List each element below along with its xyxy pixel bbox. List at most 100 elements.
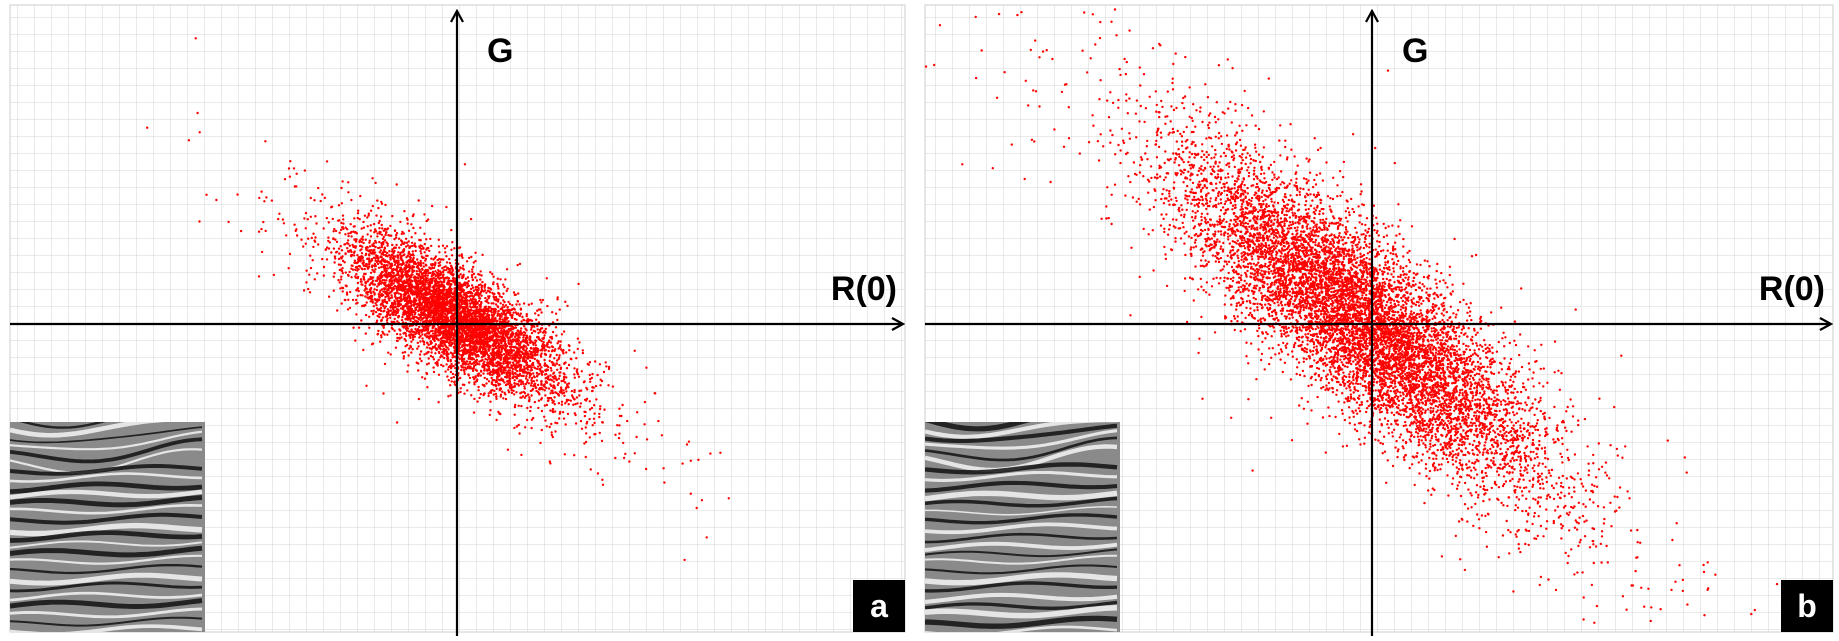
- scatter-point: [380, 266, 382, 268]
- scatter-point: [370, 235, 372, 237]
- scatter-point: [572, 396, 574, 398]
- scatter-point: [453, 304, 455, 306]
- scatter-point: [607, 384, 609, 386]
- scatter-point: [364, 215, 366, 217]
- scatter-point: [516, 425, 518, 427]
- scatter-point: [618, 432, 620, 434]
- scatter-point: [474, 252, 476, 254]
- scatter-point: [383, 307, 385, 309]
- scatter-point: [379, 341, 381, 343]
- scatter-point: [501, 318, 503, 320]
- scatter-point: [598, 413, 600, 415]
- scatter-point: [393, 311, 395, 313]
- scatter-point: [473, 318, 475, 320]
- scatter-point: [439, 264, 441, 266]
- scatter-point: [567, 413, 569, 415]
- scatter-point: [562, 380, 564, 382]
- scatter-point: [480, 370, 482, 372]
- scatter-point: [536, 379, 538, 381]
- scatter-point: [643, 423, 645, 425]
- scatter-point: [447, 357, 449, 359]
- scatter-point: [419, 250, 421, 252]
- scatter-point: [412, 311, 414, 313]
- scatter-point: [416, 270, 418, 272]
- scatter-point: [349, 307, 351, 309]
- scatter-point: [418, 199, 420, 201]
- scatter-point: [384, 284, 386, 286]
- scatter-point: [334, 257, 336, 259]
- scatter-point: [364, 295, 366, 297]
- scatter-point: [513, 382, 515, 384]
- scatter-point: [387, 227, 389, 229]
- scatter-point: [346, 247, 348, 249]
- scatter-point: [507, 339, 509, 341]
- scatter-point: [550, 341, 552, 343]
- scatter-point: [445, 307, 447, 309]
- scatter-point: [422, 294, 424, 296]
- scatter-point: [531, 377, 533, 379]
- scatter-point: [572, 404, 574, 406]
- scatter-point: [412, 270, 414, 272]
- scatter-point: [546, 342, 548, 344]
- scatter-point: [533, 375, 535, 377]
- scatter-point: [605, 361, 607, 363]
- scatter-point: [481, 288, 483, 290]
- scatter-point: [371, 281, 373, 283]
- scatter-point: [466, 260, 468, 262]
- scatter-point: [549, 460, 551, 462]
- scatter-point: [520, 308, 522, 310]
- scatter-point: [529, 360, 531, 362]
- scatter-point: [355, 238, 357, 240]
- scatter-point: [558, 364, 560, 366]
- scatter-point: [485, 292, 487, 294]
- scatter-point: [405, 292, 407, 294]
- scatter-point: [603, 409, 605, 411]
- scatter-point: [375, 214, 377, 216]
- scatter-point: [368, 214, 370, 216]
- scatter-point: [391, 289, 393, 291]
- scatter-point: [293, 224, 295, 226]
- scatter-point: [448, 287, 450, 289]
- scatter-point: [412, 338, 414, 340]
- scatter-point: [589, 381, 591, 383]
- scatter-point: [530, 351, 532, 353]
- scatter-point: [421, 269, 423, 271]
- scatter-point: [367, 246, 369, 248]
- scatter-point: [525, 350, 527, 352]
- scatter-point: [390, 305, 392, 307]
- scatter-point: [373, 264, 375, 266]
- scatter-point: [416, 258, 418, 260]
- scatter-point: [663, 481, 665, 483]
- scatter-point: [386, 317, 388, 319]
- scatter-point: [459, 377, 461, 379]
- scatter-point: [346, 293, 348, 295]
- scatter-point: [379, 220, 381, 222]
- scatter-point: [417, 342, 419, 344]
- scatter-point: [360, 319, 362, 321]
- scatter-point: [517, 264, 519, 266]
- scatter-point: [370, 272, 372, 274]
- scatter-point: [264, 140, 266, 142]
- scatter-point: [541, 429, 543, 431]
- scatter-point: [549, 392, 551, 394]
- scatter-point: [696, 507, 698, 509]
- scatter-point: [346, 242, 348, 244]
- scatter-point: [516, 383, 518, 385]
- scatter-point: [483, 393, 485, 395]
- scatter-point: [454, 294, 456, 296]
- scatter-point: [424, 378, 426, 380]
- scatter-point: [499, 314, 501, 316]
- scatter-point: [555, 334, 557, 336]
- scatter-point: [460, 369, 462, 371]
- scatter-point: [523, 325, 525, 327]
- scatter-point: [451, 380, 453, 382]
- scatter-point: [568, 349, 570, 351]
- scatter-point: [351, 254, 353, 256]
- scatter-point: [430, 293, 432, 295]
- scatter-point: [365, 314, 367, 316]
- scatter-point: [394, 229, 396, 231]
- scatter-point: [571, 390, 573, 392]
- scatter-point: [508, 343, 510, 345]
- scatter-point: [496, 357, 498, 359]
- scatter-point: [340, 276, 342, 278]
